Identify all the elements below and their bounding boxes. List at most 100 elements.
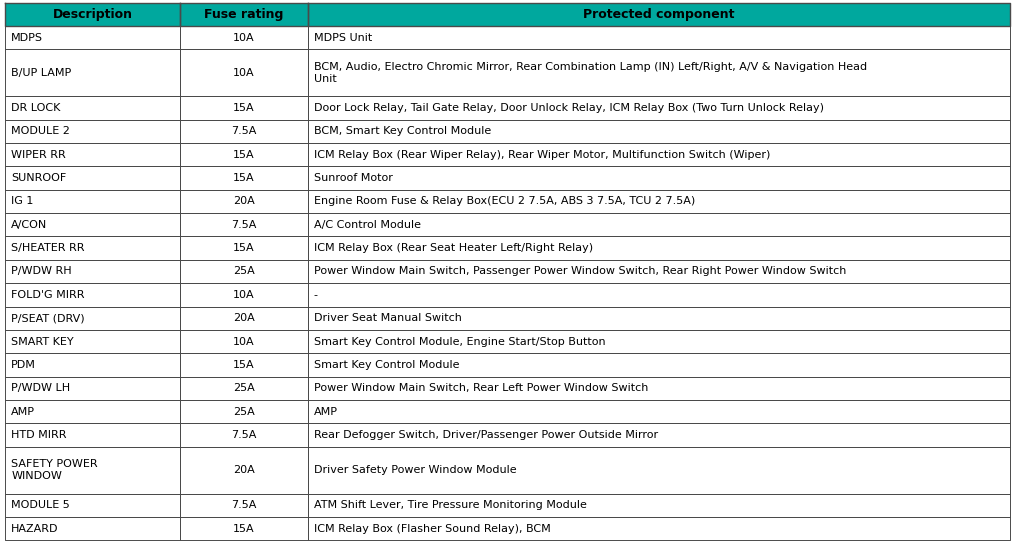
Bar <box>308 260 1010 283</box>
Text: Fuse rating: Fuse rating <box>204 8 283 21</box>
Bar <box>308 377 1010 400</box>
Text: Power Window Main Switch, Passenger Power Window Switch, Rear Right Power Window: Power Window Main Switch, Passenger Powe… <box>314 267 845 276</box>
Bar <box>308 49 1010 96</box>
Bar <box>308 307 1010 330</box>
Text: MODULE 5: MODULE 5 <box>11 500 70 510</box>
Bar <box>180 260 308 283</box>
Bar <box>180 166 308 190</box>
Text: Door Lock Relay, Tail Gate Relay, Door Unlock Relay, ICM Relay Box (Two Turn Unl: Door Lock Relay, Tail Gate Relay, Door U… <box>314 103 823 113</box>
Text: Driver Seat Manual Switch: Driver Seat Manual Switch <box>314 313 462 323</box>
Text: 25A: 25A <box>232 267 255 276</box>
Text: A/CON: A/CON <box>11 220 48 230</box>
Bar <box>180 494 308 517</box>
Text: P/SEAT (DRV): P/SEAT (DRV) <box>11 313 85 323</box>
Text: Rear Defogger Switch, Driver/Passenger Power Outside Mirror: Rear Defogger Switch, Driver/Passenger P… <box>314 430 658 440</box>
Bar <box>5 400 180 424</box>
Text: 10A: 10A <box>232 68 255 78</box>
Bar <box>180 236 308 260</box>
Text: FOLD'G MIRR: FOLD'G MIRR <box>11 290 84 300</box>
Bar <box>5 447 180 494</box>
Bar <box>5 260 180 283</box>
Text: ICM Relay Box (Rear Seat Heater Left/Right Relay): ICM Relay Box (Rear Seat Heater Left/Rig… <box>314 243 593 253</box>
Text: P/WDW RH: P/WDW RH <box>11 267 72 276</box>
Bar <box>308 190 1010 213</box>
Text: ICM Relay Box (Flasher Sound Relay), BCM: ICM Relay Box (Flasher Sound Relay), BCM <box>314 523 550 534</box>
Bar <box>5 26 180 49</box>
Text: 25A: 25A <box>232 407 255 416</box>
Text: ATM Shift Lever, Tire Pressure Monitoring Module: ATM Shift Lever, Tire Pressure Monitorin… <box>314 500 587 510</box>
Text: Sunroof Motor: Sunroof Motor <box>314 173 393 183</box>
Bar <box>180 424 308 447</box>
Bar <box>308 353 1010 377</box>
Bar <box>5 190 180 213</box>
Bar <box>180 213 308 236</box>
Text: Protected component: Protected component <box>583 8 735 21</box>
Bar <box>5 119 180 143</box>
Bar <box>5 96 180 119</box>
Text: 20A: 20A <box>232 465 255 475</box>
Bar <box>180 330 308 353</box>
Bar <box>5 166 180 190</box>
Bar <box>180 517 308 540</box>
Bar <box>308 517 1010 540</box>
Bar <box>308 494 1010 517</box>
Bar <box>5 283 180 307</box>
Text: MDPS: MDPS <box>11 33 44 43</box>
Text: MODULE 2: MODULE 2 <box>11 127 70 136</box>
Text: 25A: 25A <box>232 383 255 393</box>
Bar <box>180 143 308 166</box>
Bar <box>308 143 1010 166</box>
Bar <box>308 166 1010 190</box>
Bar <box>180 3 308 26</box>
Bar <box>180 96 308 119</box>
Bar <box>5 330 180 353</box>
Text: 10A: 10A <box>232 337 255 346</box>
Text: -: - <box>314 290 318 300</box>
Text: S/HEATER RR: S/HEATER RR <box>11 243 84 253</box>
Text: HAZARD: HAZARD <box>11 523 59 534</box>
Text: 15A: 15A <box>232 103 255 113</box>
Bar <box>180 190 308 213</box>
Text: Power Window Main Switch, Rear Left Power Window Switch: Power Window Main Switch, Rear Left Powe… <box>314 383 648 393</box>
Bar <box>5 377 180 400</box>
Text: 15A: 15A <box>232 360 255 370</box>
Text: 15A: 15A <box>232 173 255 183</box>
Text: 7.5A: 7.5A <box>231 500 257 510</box>
Bar <box>5 424 180 447</box>
Bar <box>308 283 1010 307</box>
Text: 15A: 15A <box>232 523 255 534</box>
Bar <box>308 3 1010 26</box>
Bar <box>180 353 308 377</box>
Text: Smart Key Control Module: Smart Key Control Module <box>314 360 459 370</box>
Bar <box>308 330 1010 353</box>
Bar <box>308 447 1010 494</box>
Bar <box>180 26 308 49</box>
Text: MDPS Unit: MDPS Unit <box>314 33 371 43</box>
Bar <box>5 517 180 540</box>
Bar <box>180 49 308 96</box>
Text: IG 1: IG 1 <box>11 197 33 206</box>
Text: 15A: 15A <box>232 243 255 253</box>
Text: Engine Room Fuse & Relay Box(ECU 2 7.5A, ABS 3 7.5A, TCU 2 7.5A): Engine Room Fuse & Relay Box(ECU 2 7.5A,… <box>314 197 695 206</box>
Text: AMP: AMP <box>314 407 338 416</box>
Bar <box>180 307 308 330</box>
Bar <box>308 424 1010 447</box>
Text: 7.5A: 7.5A <box>231 127 257 136</box>
Text: 20A: 20A <box>232 197 255 206</box>
Bar <box>5 307 180 330</box>
Text: A/C Control Module: A/C Control Module <box>314 220 420 230</box>
Text: 15A: 15A <box>232 150 255 160</box>
Text: WIPER RR: WIPER RR <box>11 150 66 160</box>
Bar <box>180 119 308 143</box>
Bar <box>180 400 308 424</box>
Bar <box>5 494 180 517</box>
Text: 7.5A: 7.5A <box>231 220 257 230</box>
Text: 7.5A: 7.5A <box>231 430 257 440</box>
Text: Driver Safety Power Window Module: Driver Safety Power Window Module <box>314 465 517 475</box>
Bar <box>308 400 1010 424</box>
Text: HTD MIRR: HTD MIRR <box>11 430 67 440</box>
Text: ICM Relay Box (Rear Wiper Relay), Rear Wiper Motor, Multifunction Switch (Wiper): ICM Relay Box (Rear Wiper Relay), Rear W… <box>314 150 770 160</box>
Text: PDM: PDM <box>11 360 37 370</box>
Bar <box>308 96 1010 119</box>
Bar <box>180 377 308 400</box>
